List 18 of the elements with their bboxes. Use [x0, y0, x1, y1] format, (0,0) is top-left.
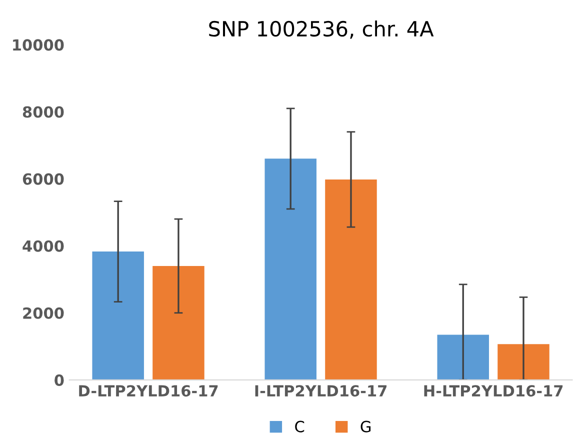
x-tick-label: H-LTP2YLD16-17: [424, 385, 563, 397]
y-tick-label: 10000: [13, 39, 64, 51]
x-tick-label: I-LTP2YLD16-17: [255, 385, 386, 397]
y-tick-label: 8000: [22, 106, 64, 118]
bar: [264, 158, 316, 380]
y-tick-label: 0: [54, 374, 64, 386]
legend-label: C: [295, 420, 304, 432]
bar: [152, 266, 204, 380]
bar: [92, 252, 144, 380]
chart-title: SNP 1002536, chr. 4A: [209, 20, 434, 39]
bar: [498, 344, 550, 380]
y-tick-label: 6000: [22, 173, 64, 185]
y-tick-label: 4000: [22, 240, 64, 252]
y-tick-label: 2000: [23, 307, 64, 319]
bar: [437, 334, 489, 380]
legend-label: G: [360, 420, 371, 432]
bar: [325, 179, 377, 380]
x-tick-label: D-LTP2YLD16-17: [79, 385, 218, 397]
